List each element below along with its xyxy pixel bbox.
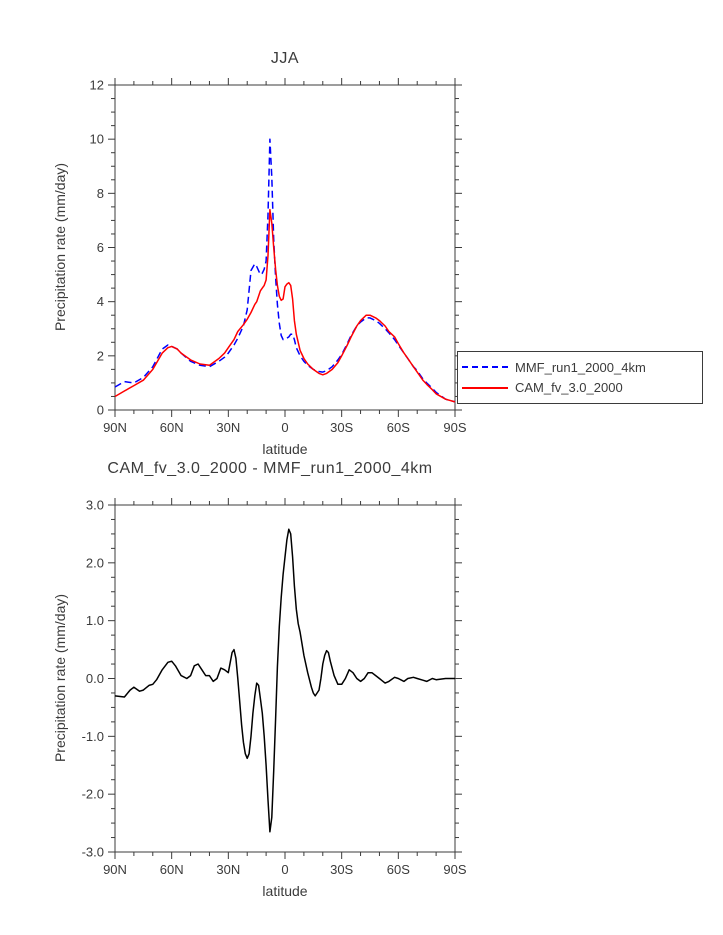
axis-tick-label: 8: [97, 186, 104, 201]
top-chart-xlabel: latitude: [262, 441, 308, 457]
bottom-chart-xlabel: latitude: [262, 883, 308, 899]
axis-tick-label: 0: [281, 420, 288, 435]
legend: MMF_run1_2000_4km CAM_fv_3.0_2000: [457, 351, 703, 404]
axis-tick-label: -3.0: [82, 845, 104, 860]
plot-frame: [114, 84, 456, 411]
axis-tick-label: 2: [97, 348, 104, 363]
top-chart-ylabel: Precipitation rate (mm/day): [52, 162, 68, 332]
axis-tick-label: 30S: [330, 420, 353, 435]
axis-tick-label: 60N: [160, 420, 184, 435]
axis-tick-label: 0: [97, 403, 104, 418]
axis-tick-label: 90N: [103, 420, 127, 435]
axis-tick-label: 90S: [443, 420, 466, 435]
legend-line-sample-cam: [462, 386, 508, 389]
axis-tick-label: -1.0: [82, 729, 104, 744]
axis-tick-label: -2.0: [82, 787, 104, 802]
bottom-chart-title: CAM_fv_3.0_2000 - MMF_run1_2000_4km: [107, 460, 433, 477]
axis-tick-label: 2.0: [86, 555, 104, 570]
axis-tick-label: 90N: [103, 862, 127, 877]
axis-tick-label: 10: [90, 132, 104, 147]
axis-tick-label: 60S: [387, 420, 410, 435]
legend-item-cam: CAM_fv_3.0_2000: [462, 380, 698, 395]
axis-tick-label: 60S: [387, 862, 410, 877]
bottom-chart-ylabel: Precipitation rate (mm/day): [52, 593, 68, 763]
axis-tick-label: 30S: [330, 862, 353, 877]
axis-tick-label: 4: [97, 294, 104, 309]
series-line-CAM_fv_3.0_2000: [114, 208, 456, 403]
series-line-MMF_run1_2000_4km: [114, 138, 456, 403]
axis-tick-label: 6: [97, 240, 104, 255]
axis-tick-label: 0: [281, 862, 288, 877]
legend-line-sample-mmf: [462, 366, 508, 369]
axis-tick-label: 12: [90, 78, 104, 93]
legend-label-mmf: MMF_run1_2000_4km: [515, 359, 646, 375]
axis-tick-label: 30N: [216, 862, 240, 877]
axis-tick-label: 3.0: [86, 498, 104, 513]
axis-tick-label: 30N: [216, 420, 240, 435]
legend-item-mmf: MMF_run1_2000_4km: [462, 360, 698, 375]
legend-label-cam: CAM_fv_3.0_2000: [515, 380, 623, 396]
axis-tick-label: 1.0: [86, 613, 104, 628]
axis-tick-label: 90S: [443, 862, 466, 877]
axis-tick-label: 0.0: [86, 671, 104, 686]
series-line-CAM_minus_MMF: [114, 528, 455, 833]
axis-tick-label: 60N: [160, 862, 184, 877]
top-chart-title: JJA: [270, 50, 300, 67]
